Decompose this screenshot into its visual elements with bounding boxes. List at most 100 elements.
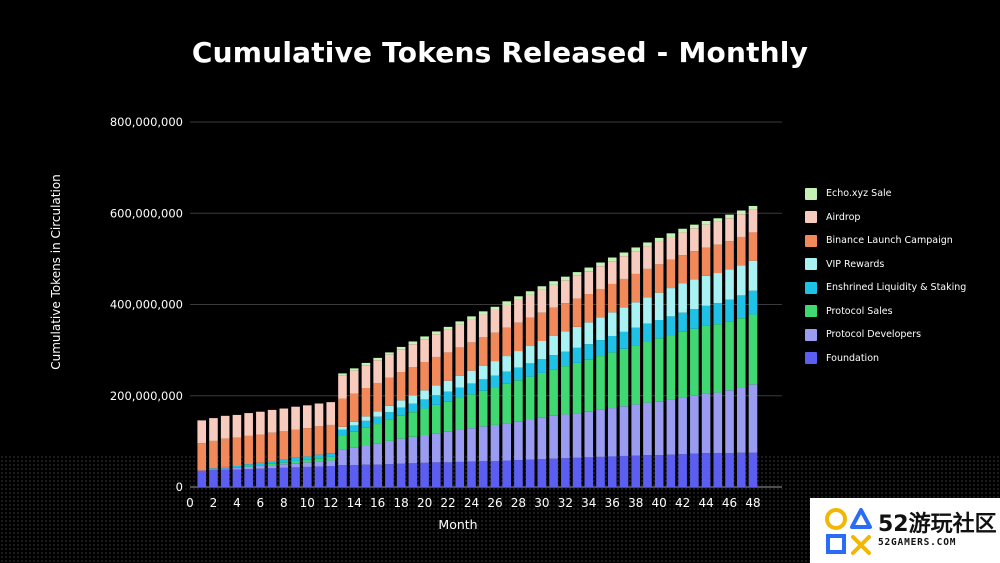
bar-segment xyxy=(561,366,570,415)
bar-segment xyxy=(302,459,312,463)
bar-segment xyxy=(373,357,382,361)
bar-segment xyxy=(701,305,711,326)
bar-segment xyxy=(385,464,394,487)
watermark-text: 52游玩社区 xyxy=(878,512,997,537)
bar-segment xyxy=(396,400,406,408)
bar-segment xyxy=(478,379,488,391)
bar-segment xyxy=(361,416,371,421)
legend-item: Protocol Developers xyxy=(805,323,995,347)
legend-item: VIP Rewards xyxy=(805,253,995,277)
bar-segment xyxy=(572,362,582,414)
bar-segment xyxy=(596,266,605,289)
bar-segment xyxy=(666,335,676,400)
bar-segment xyxy=(244,413,253,436)
y-tick-label: 0 xyxy=(176,480,183,494)
bar-segment xyxy=(690,224,699,229)
bar-segment xyxy=(690,279,699,310)
bar-segment xyxy=(701,275,711,306)
bar-segment xyxy=(736,214,746,237)
x-tick-label: 36 xyxy=(605,496,620,510)
bar-segment xyxy=(385,412,394,420)
bar-segment xyxy=(443,462,453,487)
bar-segment xyxy=(666,233,676,237)
bar-segment xyxy=(467,370,476,384)
bar-segment xyxy=(302,428,312,457)
bar-segment xyxy=(396,346,406,350)
bar-segment xyxy=(220,468,230,470)
legend-swatch xyxy=(805,234,817,247)
bar-segment xyxy=(209,468,218,470)
bar-segment xyxy=(736,210,746,215)
bar-segment xyxy=(244,469,253,487)
bar-segment xyxy=(420,434,429,463)
x-tick-label: 34 xyxy=(581,496,596,510)
watermark-badge: 52游玩社区 52GAMERS.COM xyxy=(810,498,1000,563)
bar-segment xyxy=(678,397,687,455)
bar-segment xyxy=(373,360,382,383)
x-tick-label: 8 xyxy=(280,496,288,510)
bar-segment xyxy=(701,247,711,276)
bar-segment xyxy=(596,317,605,341)
bar-segment xyxy=(690,309,699,329)
bar-segment xyxy=(619,278,629,308)
bar-segment xyxy=(396,407,406,416)
y-tick-labels: 0 200,000,000 400,000,000 600,000,000 800,00… xyxy=(110,115,183,494)
bar-segment xyxy=(467,342,476,371)
bar-segment xyxy=(725,390,734,454)
bar-segment xyxy=(244,466,253,470)
legend-swatch xyxy=(805,211,817,224)
legend-item: Echo.xyz Sale xyxy=(805,182,995,206)
x-tick-label: 16 xyxy=(370,496,385,510)
bar-segment xyxy=(666,236,676,260)
bar-segment xyxy=(361,365,371,388)
bar-segment xyxy=(596,262,605,267)
bar-segment xyxy=(514,299,523,323)
x-tick-label: 22 xyxy=(440,496,455,510)
bar-segment xyxy=(349,431,359,448)
bar-segment xyxy=(420,336,429,340)
legend-label: Echo.xyz Sale xyxy=(826,188,892,200)
bar-segment xyxy=(537,286,547,290)
legend-swatch xyxy=(805,281,817,294)
bar-segment xyxy=(525,376,535,420)
bar-segment xyxy=(736,236,746,266)
bar-segment xyxy=(232,437,242,467)
bar-segment xyxy=(537,289,547,313)
bar-segment xyxy=(361,427,371,446)
bar-segment xyxy=(736,295,746,319)
bar-segment xyxy=(490,424,500,461)
bar-segment xyxy=(408,341,418,345)
bar-segment xyxy=(267,468,277,487)
bar-segment xyxy=(631,345,641,405)
bar-segment xyxy=(432,433,441,463)
legend-label: Enshrined Liquidity & Staking xyxy=(826,282,967,294)
bar-segment xyxy=(373,416,382,425)
bar-segment xyxy=(713,244,723,274)
bar-segment xyxy=(349,393,359,422)
bar-segment xyxy=(349,465,359,487)
bar-segment xyxy=(631,251,641,274)
bar-segment xyxy=(420,462,429,487)
bar-segment xyxy=(607,408,617,457)
bar-segment xyxy=(572,298,582,327)
bar-segment xyxy=(432,462,441,487)
bar-segment xyxy=(619,307,629,332)
y-tick-label: 600,000,000 xyxy=(110,206,183,220)
bar-segment xyxy=(349,421,359,426)
bar-segment xyxy=(584,271,594,295)
x-tick-label: 10 xyxy=(300,496,315,510)
bar-segment xyxy=(502,356,511,372)
bar-segment xyxy=(690,251,699,280)
bar-segment xyxy=(572,272,582,276)
bar-segment xyxy=(561,351,570,367)
bar-segment xyxy=(478,311,488,315)
bar-segment xyxy=(525,419,535,460)
bar-segment xyxy=(607,335,617,353)
x-tick-label: 46 xyxy=(722,496,737,510)
x-tick-label: 32 xyxy=(558,496,573,510)
x-tick-label: 2 xyxy=(210,496,218,510)
legend-swatch xyxy=(805,328,817,341)
bar-segment xyxy=(267,463,277,466)
bar-segment xyxy=(443,326,453,330)
bar-segment xyxy=(478,365,488,380)
